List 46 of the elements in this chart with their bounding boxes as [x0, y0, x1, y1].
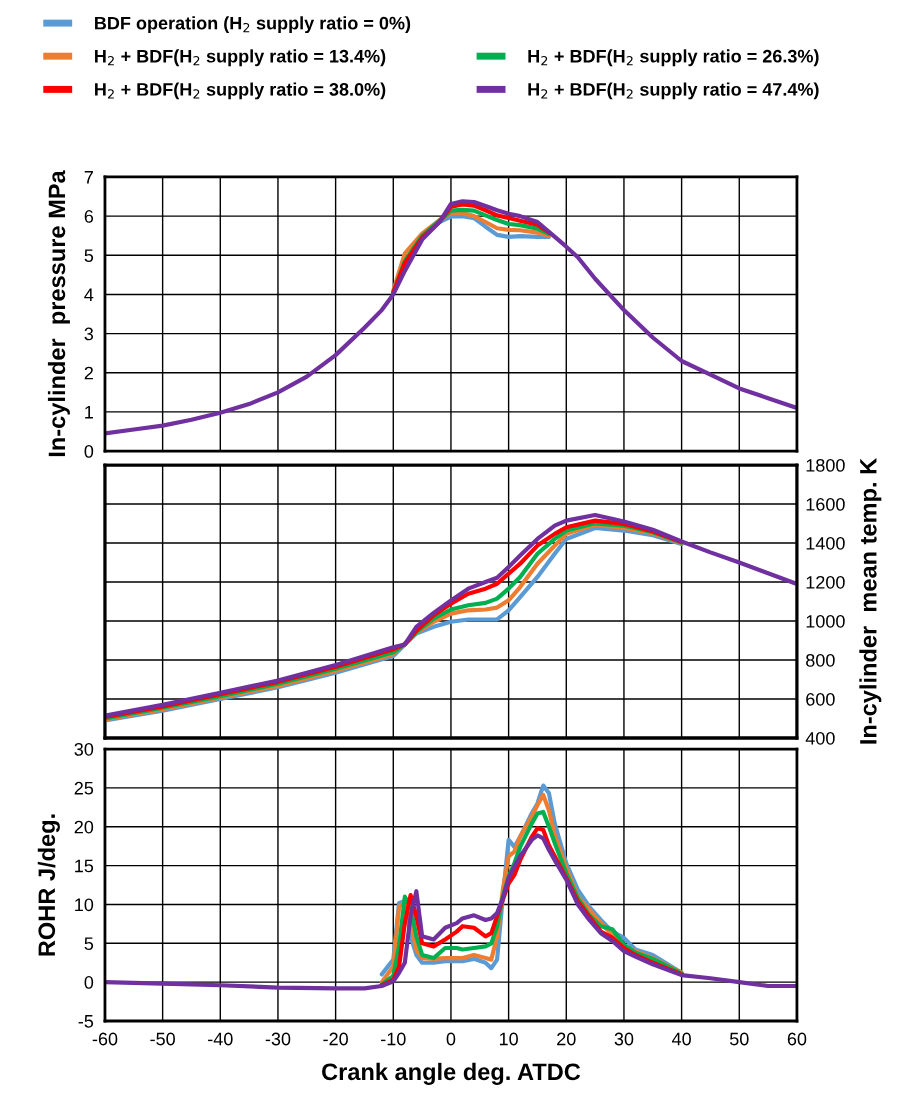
y-tick-label: 6 — [84, 210, 94, 223]
x-tick-label: 50 — [729, 1032, 749, 1046]
y-axis-title: ROHR J/deg. — [37, 814, 60, 956]
x-axis-title: Crank angle deg. ATDC — [322, 1062, 581, 1085]
y-tick-label: 25 — [74, 781, 94, 795]
y-tick-label: 5 — [84, 249, 94, 263]
y2-axis-title: In-cylinder mean temp. K — [859, 458, 882, 744]
y-tick-label: 30 — [74, 742, 94, 756]
y-tick-label: 2 — [84, 366, 93, 380]
y2-tick-label: 600 — [806, 692, 835, 706]
y-tick-label: 15 — [75, 859, 94, 873]
legend-label: BDF operation (H$_{2}$ supply ratio = 0%) — [95, 16, 411, 34]
legend-label: H$_{2}$ + BDF(H$_{2}$ supply ratio = 47.4%) — [528, 82, 819, 100]
x-tick-label: 40 — [671, 1032, 691, 1046]
y-tick-label: 10 — [75, 898, 94, 912]
y2-tick-label: 1800 — [806, 458, 845, 472]
y-tick-label: 0 — [84, 444, 94, 458]
y-tick-label: 7 — [84, 171, 93, 184]
x-tick-label: 60 — [787, 1032, 807, 1046]
y2-tick-label: 1000 — [806, 614, 845, 628]
y-axis-title: In-cylinder pressure MPa — [47, 170, 70, 457]
y-tick-label: 0 — [84, 976, 94, 989]
x-tick-label: -50 — [150, 1032, 175, 1046]
legend-label: H$_{2}$ + BDF(H$_{2}$ supply ratio = 38.0%) — [95, 82, 386, 100]
y2-tick-label: 800 — [806, 653, 835, 667]
x-tick-label: 30 — [614, 1032, 634, 1046]
y-tick-label: 1 — [85, 406, 93, 419]
x-tick-label: 20 — [557, 1032, 576, 1046]
x-tick-label: -10 — [381, 1032, 406, 1046]
legend-label: H$_{2}$ + BDF(H$_{2}$ supply ratio = 26.3%) — [528, 49, 819, 67]
y2-tick-label: 1600 — [806, 497, 845, 511]
y-tick-label: -5 — [78, 1015, 94, 1028]
x-tick-label: -60 — [92, 1032, 118, 1046]
legend-label: H$_{2}$ + BDF(H$_{2}$ supply ratio = 13.4%) — [95, 49, 386, 67]
x-tick-label: -20 — [323, 1032, 348, 1046]
y2-tick-label: 400 — [805, 731, 835, 745]
y-tick-label: 5 — [84, 937, 94, 951]
y-tick-label: 20 — [74, 820, 94, 834]
x-tick-label: -30 — [265, 1032, 291, 1046]
x-tick-label: -40 — [208, 1032, 233, 1046]
y-tick-label: 3 — [84, 327, 94, 341]
y2-tick-label: 1400 — [806, 536, 845, 550]
y-tick-label: 4 — [84, 288, 94, 301]
x-tick-label: 10 — [499, 1032, 518, 1046]
y2-tick-label: 1200 — [806, 575, 845, 589]
x-tick-label: 0 — [446, 1032, 456, 1046]
